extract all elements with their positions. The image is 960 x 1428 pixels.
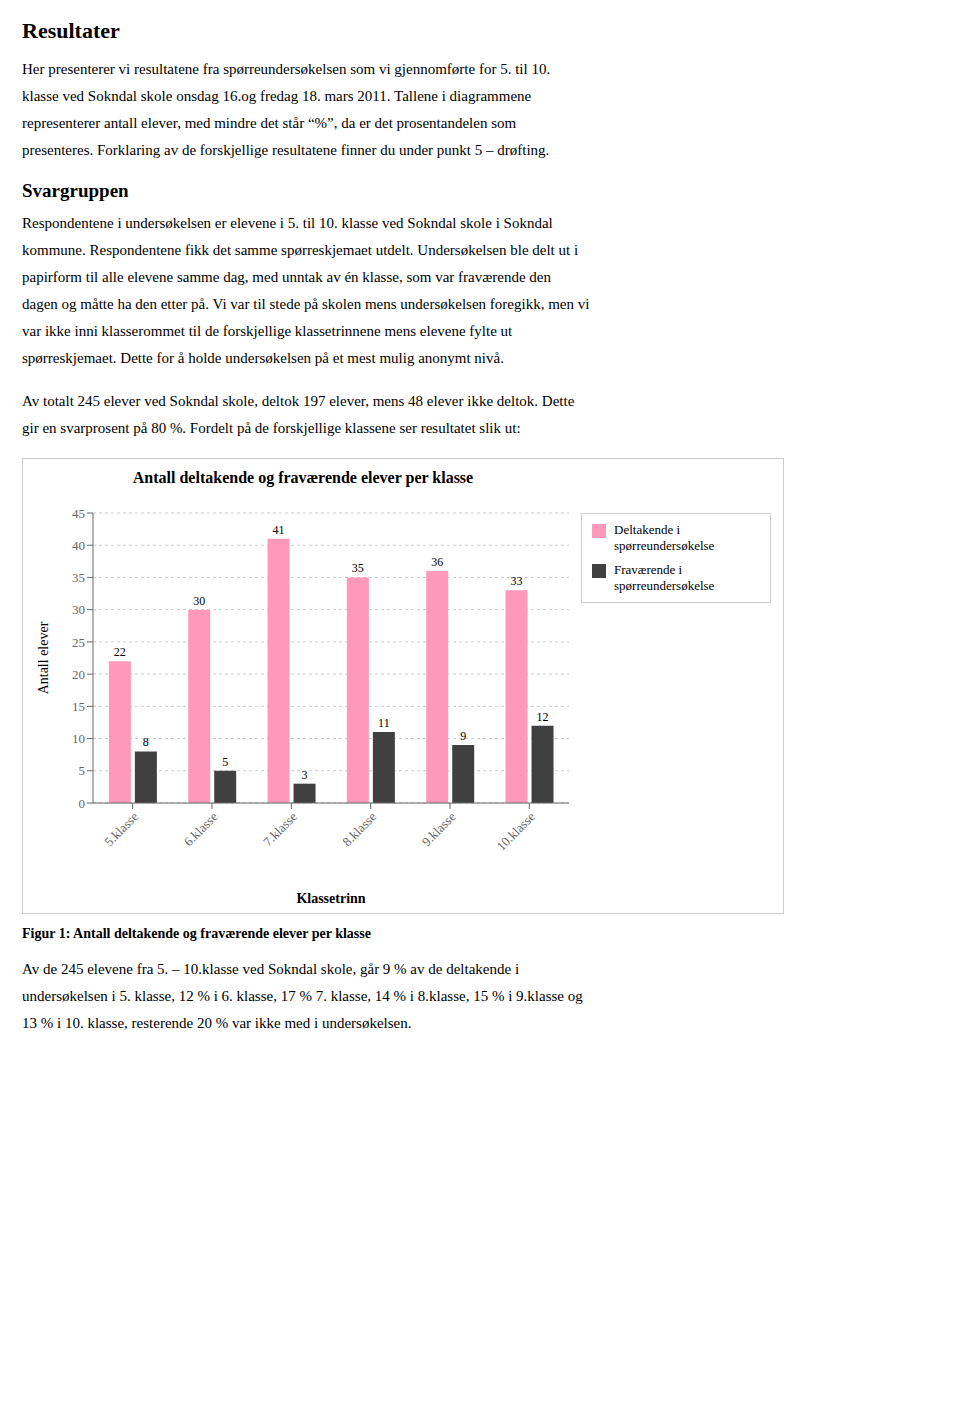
html-text:papirform til alle elevene sam: papirform til alle elevene samme dag, me… [22, 269, 551, 285]
svg-text:9.klasse: 9.klasse [419, 809, 459, 849]
html-text:kommune. Respondentene fikk de: kommune. Respondentene fikk det samme sp… [22, 242, 579, 258]
html-text:spørreskjemaet. Dette for å ho: spørreskjemaet. Dette for å holde unders… [22, 350, 504, 366]
svg-text:5: 5 [79, 763, 86, 778]
svg-text:Klassetrinn: Klassetrinn [296, 891, 365, 906]
svg-text:41: 41 [273, 523, 285, 537]
svg-text:5.klasse: 5.klasse [101, 809, 141, 849]
html-text:representerer antall elever, m: representerer antall elever, med mindre … [22, 115, 517, 131]
svg-text:8: 8 [143, 735, 149, 749]
svg-text:30: 30 [72, 602, 85, 617]
svg-text:Antall elever: Antall elever [36, 621, 51, 694]
svg-text:40: 40 [72, 538, 85, 553]
svg-text:6.klasse: 6.klasse [181, 809, 221, 849]
svg-text:33: 33 [511, 574, 523, 588]
html-text:Deltakende i: Deltakende i [614, 522, 681, 537]
html-text:Av totalt 245 elever ved Soknd: Av totalt 245 elever ved Sokndal skole, … [22, 393, 575, 409]
svg-text:30: 30 [193, 594, 205, 608]
svg-text:25: 25 [72, 635, 85, 650]
html-text:gir en svarprosent på 80 %. Fo: gir en svarprosent på 80 %. Fordelt på d… [22, 420, 521, 436]
html-text:presenteres. Forklaring av de: presenteres. Forklaring av de forskjelli… [22, 142, 550, 158]
html-text:spørreundersøkelse: spørreundersøkelse [614, 538, 715, 553]
html-text:undersøkelsen i 5. klasse, 12: undersøkelsen i 5. klasse, 12 % i 6. kla… [22, 988, 583, 1004]
svg-text:35: 35 [72, 570, 85, 585]
svg-text:15: 15 [72, 699, 85, 714]
svg-text:36: 36 [431, 555, 443, 569]
svg-text:8.klasse: 8.klasse [339, 809, 379, 849]
svg-text:10: 10 [72, 731, 85, 746]
svg-text:12: 12 [537, 710, 549, 724]
svg-text:45: 45 [72, 506, 85, 521]
html-text:Antall deltakende og fraværend: Antall deltakende og fraværende elever p… [132, 469, 474, 486]
html-text:var ikke inni klasserommet til: var ikke inni klasserommet til de forskj… [22, 323, 513, 339]
svg-text:35: 35 [352, 561, 364, 575]
html-text:Resultater: Resultater [22, 18, 120, 43]
html-text:Her presenterer vi resultatene: Her presenterer vi resultatene fra spørr… [22, 61, 551, 77]
svg-text:7.klasse: 7.klasse [260, 809, 300, 849]
svg-text:9: 9 [460, 729, 466, 743]
svg-text:20: 20 [72, 667, 85, 682]
svg-text:10.klasse: 10.klasse [493, 809, 538, 854]
svg-text:5: 5 [222, 755, 228, 769]
svg-text:0: 0 [79, 796, 86, 811]
html-text:spørreundersøkelse: spørreundersøkelse [614, 578, 715, 593]
svg-text:22: 22 [114, 645, 126, 659]
html-text:klasse ved Sokndal skole onsda: klasse ved Sokndal skole onsdag 16.og fr… [22, 88, 532, 104]
svg-text:3: 3 [302, 768, 308, 782]
html-text:dagen og måtte ha den etter på: dagen og måtte ha den etter på. Vi var t… [22, 296, 590, 312]
html-text:13 % i 10. klasse, resterende: 13 % i 10. klasse, resterende 20 % var i… [22, 1015, 412, 1031]
svg-text:11: 11 [378, 716, 390, 730]
html-text:Respondentene i undersøkelsen: Respondentene i undersøkelsen er elevene… [22, 215, 553, 231]
html-text:Svargruppen: Svargruppen [22, 180, 129, 201]
html-text:Av de 245 elevene fra 5. – 10.: Av de 245 elevene fra 5. – 10.klasse ved… [22, 961, 520, 977]
html-text:Fraværende i: Fraværende i [614, 562, 683, 577]
html-text:Figur 1: Antall deltakende og: Figur 1: Antall deltakende og fraværende… [22, 926, 371, 941]
